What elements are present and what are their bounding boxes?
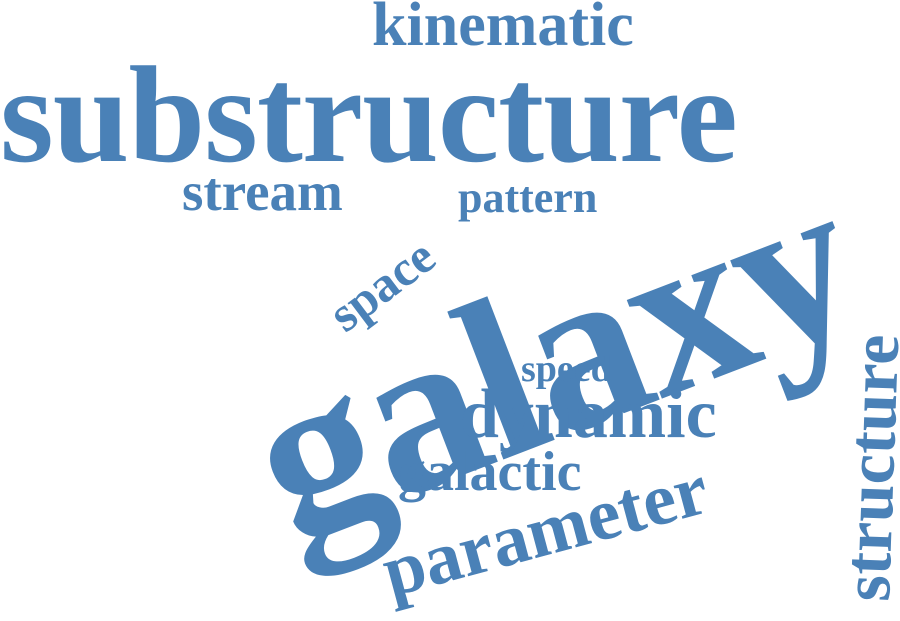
word-substructure: substructure bbox=[0, 38, 738, 191]
word-stream: stream bbox=[182, 161, 343, 222]
word-speed: speed bbox=[521, 348, 612, 390]
word-kinematic: kinematic bbox=[372, 0, 634, 59]
word-galactic: galactic bbox=[398, 441, 582, 503]
word-pattern: pattern bbox=[458, 173, 598, 222]
word-structure: structure bbox=[828, 333, 900, 603]
word-dynamic: dynamic bbox=[460, 376, 717, 453]
